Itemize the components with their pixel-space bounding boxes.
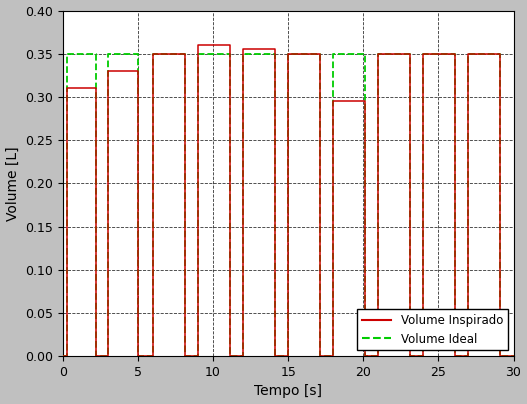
X-axis label: Tempo [s]: Tempo [s] — [254, 385, 322, 398]
Volume Inspirado — [227, 354, 233, 359]
Line: Volume Inspirado: Volume Inspirado — [63, 45, 513, 356]
Volume Ideal — [64, 51, 71, 56]
Y-axis label: Volume [L]: Volume [L] — [6, 146, 19, 221]
Volume Ideal — [60, 354, 66, 359]
Volume Inspirado — [195, 43, 201, 48]
Volume Ideal — [285, 354, 291, 359]
Volume Ideal — [497, 51, 503, 56]
Volume Ideal — [362, 354, 368, 359]
Line: Volume Ideal: Volume Ideal — [63, 54, 513, 356]
Volume Inspirado — [362, 354, 368, 359]
Volume Ideal — [105, 354, 111, 359]
Volume Inspirado — [510, 354, 516, 359]
Volume Ideal — [510, 354, 516, 359]
Volume Inspirado — [93, 354, 99, 359]
Legend: Volume Inspirado, Volume Ideal: Volume Inspirado, Volume Ideal — [357, 309, 508, 350]
Volume Inspirado — [497, 51, 503, 56]
Volume Ideal — [330, 51, 336, 56]
Volume Inspirado — [330, 99, 336, 104]
Volume Inspirado — [60, 354, 66, 359]
Volume Inspirado — [285, 354, 291, 359]
Volume Ideal — [227, 354, 233, 359]
